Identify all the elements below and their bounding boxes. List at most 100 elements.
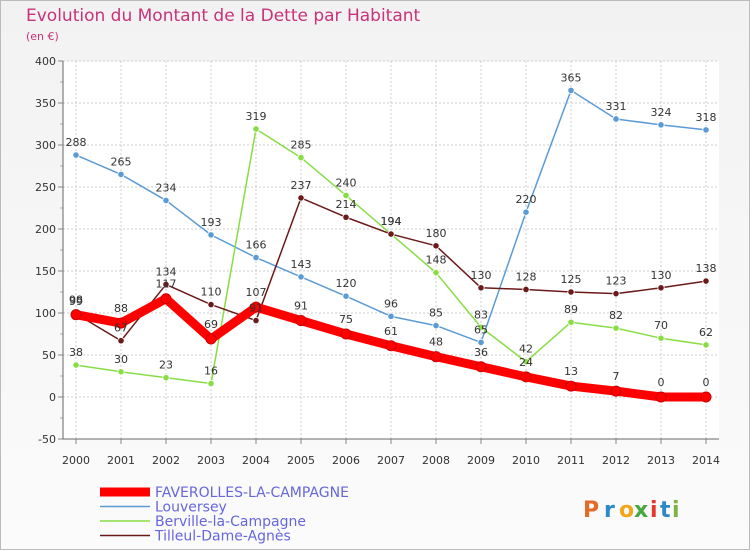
data-label-louversey: 143 (291, 258, 312, 271)
data-label-berville-la-campagne: 194 (381, 215, 402, 228)
data-label-louversey: 324 (651, 106, 672, 119)
data-point-louversey (342, 292, 350, 300)
data-label-berville-la-campagne: 23 (159, 359, 173, 372)
x-tick-label: 2000 (62, 454, 90, 467)
data-label-tilleul-dame-agn-s: 237 (291, 179, 312, 192)
data-point-louversey (477, 338, 485, 346)
data-label-louversey: 288 (66, 136, 87, 149)
x-tick-label: 2009 (467, 454, 495, 467)
data-point-tilleul-dame-agn-s (252, 316, 260, 325)
x-tick-label: 2014 (692, 454, 720, 467)
data-point-louversey (567, 86, 575, 95)
data-point-louversey (702, 126, 710, 134)
data-label-faverolles-la-campagne: 117 (156, 278, 177, 291)
data-point-faverolles-la-campagne (700, 391, 712, 403)
data-point-tilleul-dame-agn-s (432, 242, 440, 250)
data-label-berville-la-campagne: 240 (336, 176, 357, 189)
data-label-tilleul-dame-agn-s: 130 (471, 269, 492, 282)
data-point-berville-la-campagne (342, 191, 350, 199)
x-tick-label: 2011 (557, 454, 585, 467)
data-label-faverolles-la-campagne: 88 (114, 302, 128, 315)
y-tick-label: 100 (35, 307, 56, 320)
data-label-louversey: 85 (429, 307, 443, 320)
x-tick-label: 2006 (332, 454, 360, 467)
data-point-faverolles-la-campagne (385, 340, 397, 352)
data-point-berville-la-campagne (522, 358, 530, 366)
x-tick-label: 2008 (422, 454, 450, 467)
data-point-tilleul-dame-agn-s (567, 288, 575, 296)
data-label-louversey: 193 (201, 216, 222, 229)
data-point-berville-la-campagne (432, 269, 440, 277)
x-tick-label: 2004 (242, 454, 270, 467)
data-label-tilleul-dame-agn-s: 99 (69, 295, 83, 308)
data-label-berville-la-campagne: 62 (699, 326, 713, 339)
y-tick-label: -50 (38, 433, 56, 446)
x-tick-label: 2001 (107, 454, 135, 467)
data-point-louversey (207, 231, 215, 239)
data-point-faverolles-la-campagne (430, 351, 442, 363)
data-point-faverolles-la-campagne (340, 328, 352, 340)
x-tick-label: 2002 (152, 454, 180, 467)
data-point-berville-la-campagne (612, 324, 620, 332)
data-point-tilleul-dame-agn-s (702, 277, 710, 285)
data-label-berville-la-campagne: 16 (204, 365, 218, 378)
data-label-faverolles-la-campagne: 24 (519, 356, 533, 369)
data-point-louversey (657, 121, 665, 129)
data-point-faverolles-la-campagne (115, 317, 127, 329)
data-label-berville-la-campagne: 89 (564, 303, 578, 316)
logo-letter: i (650, 498, 658, 523)
y-tick-label: 150 (35, 265, 56, 278)
legend-label-louversey: Louversey (155, 500, 227, 516)
logo-letter: P (583, 498, 599, 523)
legend-label-faverolles-la-campagne: FAVEROLLES-LA-CAMPAGNE (155, 485, 349, 501)
data-point-tilleul-dame-agn-s (342, 213, 350, 221)
data-label-tilleul-dame-agn-s: 134 (156, 265, 177, 278)
data-label-louversey: 220 (516, 193, 537, 206)
data-label-louversey: 166 (246, 239, 267, 252)
data-point-berville-la-campagne (252, 125, 260, 133)
data-point-berville-la-campagne (117, 368, 125, 376)
data-point-louversey (612, 115, 620, 123)
x-tick-label: 2012 (602, 454, 630, 467)
data-label-faverolles-la-campagne: 13 (564, 365, 578, 378)
chart-subtitle: (en €) (26, 30, 59, 43)
data-label-faverolles-la-campagne: 75 (339, 313, 353, 326)
data-label-faverolles-la-campagne: 36 (474, 346, 488, 359)
data-label-tilleul-dame-agn-s: 214 (336, 198, 357, 211)
data-point-faverolles-la-campagne (655, 391, 667, 403)
data-point-tilleul-dame-agn-s (117, 337, 125, 345)
data-point-faverolles-la-campagne (205, 333, 217, 345)
data-label-tilleul-dame-agn-s: 130 (651, 269, 672, 282)
data-point-berville-la-campagne (162, 374, 170, 382)
chart-title: Evolution du Montant de la Dette par Hab… (26, 6, 421, 26)
data-point-faverolles-la-campagne (160, 293, 172, 305)
data-label-faverolles-la-campagne: 107 (246, 286, 267, 299)
data-point-berville-la-campagne (567, 318, 575, 326)
logo-letter: r (604, 498, 615, 523)
data-point-faverolles-la-campagne (475, 361, 487, 373)
x-tick-label: 2003 (197, 454, 225, 467)
data-point-faverolles-la-campagne (565, 380, 577, 392)
data-point-berville-la-campagne (297, 154, 305, 162)
data-point-faverolles-la-campagne (295, 315, 307, 327)
data-label-louversey: 318 (696, 111, 717, 124)
data-point-faverolles-la-campagne (610, 385, 622, 397)
data-label-berville-la-campagne: 38 (69, 346, 83, 359)
data-point-tilleul-dame-agn-s (612, 290, 620, 298)
x-tick-label: 2007 (377, 454, 405, 467)
data-point-louversey (72, 151, 80, 159)
data-point-faverolles-la-campagne (520, 371, 532, 383)
grid (63, 60, 719, 440)
data-label-tilleul-dame-agn-s: 110 (201, 286, 222, 299)
data-point-berville-la-campagne (657, 334, 665, 342)
data-label-faverolles-la-campagne: 61 (384, 325, 398, 338)
data-label-berville-la-campagne: 148 (426, 254, 447, 267)
data-point-tilleul-dame-agn-s (522, 285, 530, 294)
data-label-louversey: 234 (156, 181, 177, 194)
y-tick-label: 200 (35, 223, 56, 236)
logo-letter: i (672, 498, 680, 523)
data-label-berville-la-campagne: 83 (474, 308, 488, 321)
